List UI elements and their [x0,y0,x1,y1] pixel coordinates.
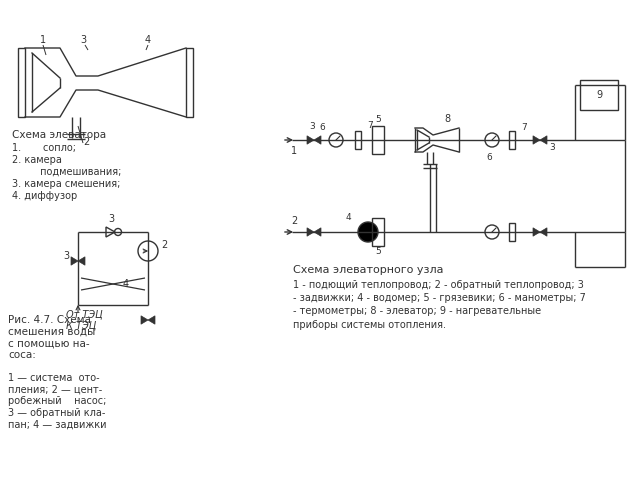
Polygon shape [78,257,85,265]
Text: 1 — система  ото-
пления; 2 — цент-
робежный    насос;
3 — обратный кла-
пан; 4 : 1 — система ото- пления; 2 — цент- робеж… [8,373,106,430]
Text: 1: 1 [291,146,297,156]
Text: Рис. 4.7. Схема
смешения воды
с помощью на-
соса:: Рис. 4.7. Схема смешения воды с помощью … [8,315,95,360]
Text: 3: 3 [63,251,69,261]
Text: 7: 7 [367,121,373,130]
Polygon shape [141,316,148,324]
Text: Схема элеватора: Схема элеватора [12,130,106,140]
Text: 6: 6 [319,123,325,132]
Text: 1: 1 [40,35,46,45]
Text: 1 - подющий теплопровод; 2 - обратный теплопровод; 3
- задвижки; 4 - водомер; 5 : 1 - подющий теплопровод; 2 - обратный те… [293,280,586,330]
Bar [509,223,515,241]
Polygon shape [533,136,540,144]
Text: От ТЭЦ: От ТЭЦ [66,309,103,319]
Text: 4: 4 [145,35,151,45]
Polygon shape [314,228,321,236]
Polygon shape [71,257,78,265]
Text: 1.       сопло;: 1. сопло; [12,143,76,153]
Bar [372,126,384,154]
Text: 5: 5 [375,247,381,256]
Text: 4. диффузор: 4. диффузор [12,191,77,201]
Text: 4: 4 [123,279,129,289]
Text: 5: 5 [375,115,381,124]
Polygon shape [540,228,547,236]
Bar [355,131,361,149]
Text: 3: 3 [309,122,315,131]
Polygon shape [307,228,314,236]
Text: 6: 6 [486,153,492,162]
Circle shape [358,222,378,242]
Text: 2. камера: 2. камера [12,155,62,165]
Polygon shape [148,316,155,324]
Text: 9: 9 [596,90,602,100]
Polygon shape [307,136,314,144]
Text: 4: 4 [345,213,351,222]
Text: К ТЭЦ: К ТЭЦ [66,320,97,330]
Polygon shape [540,136,547,144]
Bar [186,48,193,117]
Text: 8: 8 [444,114,450,124]
Bar [509,131,515,149]
Text: 3: 3 [108,214,114,224]
Bar [372,218,384,246]
Text: 2: 2 [83,137,89,147]
Bar [18,48,25,117]
Text: 2: 2 [161,240,167,250]
Text: 3: 3 [549,143,555,152]
Polygon shape [533,228,540,236]
Text: 3: 3 [80,35,86,45]
Text: 3. камера смешения;: 3. камера смешения; [12,179,120,189]
Bar [580,80,618,110]
Text: подмешивания;: подмешивания; [12,167,122,177]
Text: 2: 2 [291,216,297,226]
Polygon shape [314,136,321,144]
Text: Схема элеваторного узла: Схема элеваторного узла [293,265,444,275]
Text: 7: 7 [521,123,527,132]
